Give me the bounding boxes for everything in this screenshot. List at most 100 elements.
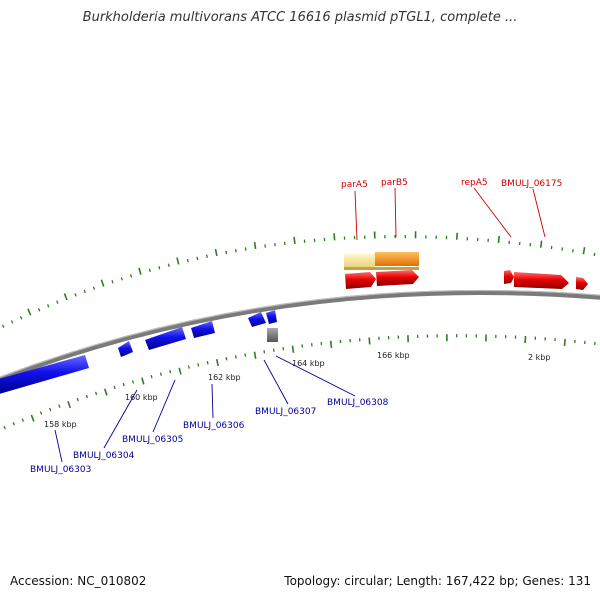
accession-label: Accession: NC_010802 bbox=[10, 574, 147, 588]
gene-BMULJ_06175[interactable] bbox=[514, 272, 569, 289]
scale-tick bbox=[561, 247, 564, 251]
scale-tick bbox=[150, 374, 153, 379]
map-title: Burkholderia multivorans ATCC 16616 plas… bbox=[82, 10, 518, 25]
scale-tick bbox=[272, 348, 275, 352]
gene-partial-right[interactable] bbox=[576, 277, 588, 290]
scale-tick bbox=[215, 359, 219, 367]
gene-label-BMULJ_06306[interactable]: BMULJ_06306 bbox=[183, 421, 245, 431]
scale-tick bbox=[225, 357, 228, 361]
gene-label-BMULJ_06305[interactable]: BMULJ_06305 bbox=[122, 435, 183, 445]
scale-tick bbox=[176, 257, 180, 265]
kbp-label: 164 kbp bbox=[292, 359, 325, 368]
scale-tick bbox=[167, 263, 170, 267]
scale-tick bbox=[76, 397, 79, 402]
scale-tick bbox=[21, 418, 25, 422]
gene-BMULJ_06305[interactable] bbox=[145, 327, 186, 350]
gene-label-BMULJ_06304[interactable]: BMULJ_06304 bbox=[73, 451, 135, 461]
scale-tick bbox=[253, 241, 257, 250]
scale-tick bbox=[206, 361, 209, 365]
scale-tick bbox=[329, 340, 333, 348]
scale-tick bbox=[27, 308, 32, 316]
kbp-label: 160 kbp bbox=[125, 393, 158, 402]
gene-repA5[interactable] bbox=[504, 270, 514, 284]
gene-label-BMULJ_06307[interactable]: BMULJ_06307 bbox=[255, 407, 316, 417]
forward-genes bbox=[344, 252, 588, 290]
scale-tick bbox=[100, 279, 105, 287]
scale-tick bbox=[497, 235, 500, 243]
scale-tick bbox=[58, 404, 61, 408]
scale-tick bbox=[244, 353, 247, 357]
scale-tick bbox=[563, 338, 566, 346]
scale-tick bbox=[263, 350, 266, 354]
plasmid-backbone-highlight bbox=[0, 289, 600, 378]
gene-label-BMULJ_06175[interactable]: BMULJ_06175 bbox=[501, 179, 562, 189]
scale-tick bbox=[1, 324, 5, 328]
scale-tick bbox=[234, 248, 237, 253]
gene-parB5[interactable] bbox=[376, 270, 419, 286]
scale-tick bbox=[19, 316, 23, 320]
scale-tick bbox=[67, 401, 72, 409]
scale-tick bbox=[74, 293, 77, 297]
scale-tick bbox=[131, 380, 135, 384]
scale-tick bbox=[159, 372, 162, 376]
feature-gray bbox=[267, 328, 278, 342]
scale-tick bbox=[129, 274, 133, 278]
gene-label-parA5[interactable]: parA5 bbox=[341, 180, 368, 190]
scale-tick bbox=[122, 382, 125, 387]
scale-tick bbox=[264, 244, 267, 248]
feature-orange bbox=[375, 252, 419, 266]
gene-BMULJ_06304[interactable] bbox=[118, 341, 133, 357]
scale-tick bbox=[282, 346, 285, 351]
scale-tick bbox=[572, 249, 574, 253]
scale-tick bbox=[214, 248, 218, 257]
scale-tick bbox=[205, 254, 208, 259]
plasmid-backbone bbox=[0, 289, 600, 382]
gene-label-BMULJ_06308[interactable]: BMULJ_06308 bbox=[327, 398, 389, 408]
kbp-label: 166 kbp bbox=[377, 351, 410, 360]
scale-tick bbox=[63, 293, 68, 301]
gene-label-parB5[interactable]: parB5 bbox=[381, 178, 408, 188]
feature-orange-underline bbox=[344, 267, 419, 270]
scale-tick bbox=[113, 385, 116, 390]
scale-tick bbox=[104, 388, 108, 396]
scale-tick bbox=[37, 308, 41, 312]
scale-tick bbox=[83, 289, 86, 294]
scale-tick bbox=[94, 391, 98, 396]
kbp-label: 162 kbp bbox=[208, 373, 241, 382]
kbp-label: 158 kbp bbox=[44, 420, 77, 429]
topology-summary: Topology: circular; Length: 167,422 bp; … bbox=[284, 574, 591, 588]
scale-tick bbox=[30, 414, 35, 422]
scale-tick bbox=[582, 247, 586, 255]
gene-BMULJ_06307[interactable] bbox=[248, 312, 266, 327]
feature-light bbox=[344, 254, 375, 268]
scale-tick bbox=[368, 337, 371, 345]
scale-tick bbox=[111, 280, 114, 284]
gene-BMULJ_06306[interactable] bbox=[191, 321, 215, 338]
gene-BMULJ_06303[interactable] bbox=[0, 355, 89, 394]
scale-tick bbox=[158, 266, 161, 270]
scale-tick bbox=[178, 367, 182, 375]
gene-label-BMULJ_06303[interactable]: BMULJ_06303 bbox=[30, 465, 91, 475]
scale-tick bbox=[85, 394, 89, 399]
gene-label-repA5[interactable]: repA5 bbox=[461, 178, 488, 188]
leader-lines bbox=[54, 187, 546, 463]
scale-tick bbox=[253, 351, 257, 359]
kbp-label: 2 kbp bbox=[528, 353, 550, 362]
gene-BMULJ_06308[interactable] bbox=[266, 310, 277, 324]
scale-tick bbox=[138, 267, 142, 275]
scale-ticks bbox=[1, 231, 596, 430]
scale-tick bbox=[593, 252, 596, 257]
gene-parA5[interactable] bbox=[345, 272, 376, 289]
scale-tick bbox=[46, 304, 50, 308]
scale-tick bbox=[225, 250, 228, 255]
scale-tick bbox=[197, 363, 200, 367]
scale-tick bbox=[186, 258, 189, 263]
scale-tick bbox=[333, 233, 336, 241]
scale-tick bbox=[12, 422, 16, 426]
scale-tick bbox=[48, 407, 52, 412]
scale-tick bbox=[56, 300, 59, 304]
scale-tick bbox=[291, 345, 295, 353]
scale-tick bbox=[148, 268, 151, 273]
scale-tick bbox=[120, 277, 123, 281]
